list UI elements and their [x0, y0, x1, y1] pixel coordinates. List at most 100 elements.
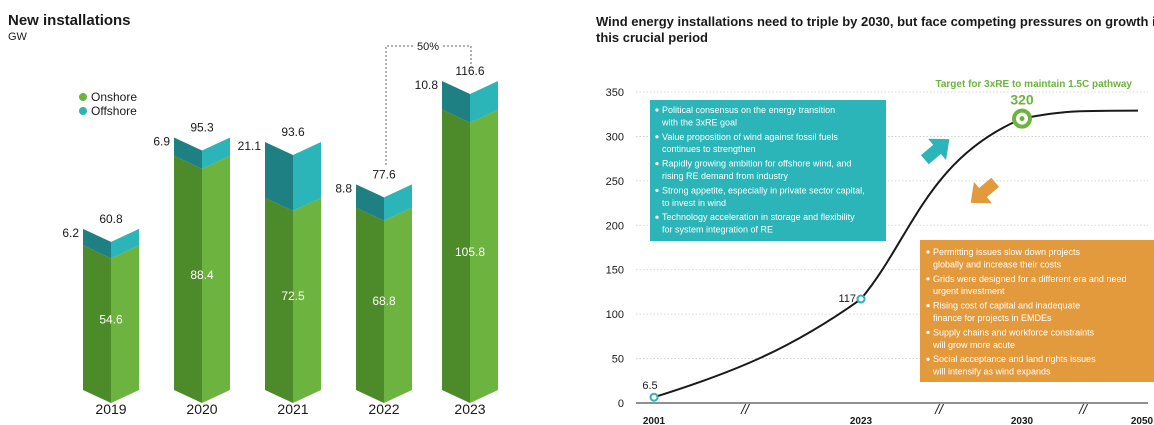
axis-break-1: //	[740, 401, 751, 417]
onshore-bar-left-face	[174, 155, 202, 403]
offshore-bar-left-face	[442, 81, 470, 123]
bullet-text: Social acceptance and land rights issues	[933, 354, 1096, 364]
bullet-text: Political consensus on the energy transi…	[662, 105, 835, 115]
bullet-dot	[655, 188, 659, 192]
legend-offshore-swatch	[79, 107, 87, 115]
bullet-text: urgent investment	[933, 286, 1005, 296]
bullet-text: Strong appetite, especially in private s…	[662, 185, 865, 195]
legend-offshore-label: Offshore	[91, 104, 137, 118]
target-label: Target for 3xRE to maintain 1.5C pathway	[935, 79, 1132, 90]
y-tick-label: 350	[606, 87, 624, 99]
bullet-dot	[926, 304, 930, 308]
x-tick-label: 2019	[95, 401, 126, 417]
x-tick-label: 2023	[850, 416, 873, 425]
growth-annotation: 50%	[385, 38, 472, 165]
offshore-value-label: 6.2	[62, 226, 79, 240]
axis-break-2: //	[934, 401, 945, 417]
up-arrow-icon	[920, 138, 950, 165]
onshore-bar-right-face	[111, 245, 139, 403]
bullet-text: Permitting issues slow down projects	[933, 247, 1081, 257]
down-arrow-icon	[970, 177, 1000, 204]
bar-2023: 105.8 10.8 116.6 2023	[415, 64, 498, 417]
point-label-2023: 117	[838, 293, 856, 305]
bullet-text: Value proposition of wind against fossil…	[662, 132, 838, 142]
offshore-value-label: 21.1	[238, 139, 262, 153]
bullet-dot	[655, 162, 659, 166]
y-tick-label: 200	[606, 220, 624, 232]
bullet-text: Supply chains and workforce constraints	[933, 327, 1095, 337]
axis-breaks: // // //	[740, 401, 1089, 417]
onshore-bar-right-face	[384, 207, 412, 403]
total-value-label: 116.6	[455, 64, 484, 78]
x-tick-label: 2023	[454, 401, 485, 417]
offshore-bar-right-face	[384, 184, 412, 221]
left-chart-unit: GW	[8, 31, 28, 43]
bar-group: 54.6 6.2 60.8 2019 88.4 6.9 95.3 2020 72.5 21.1 93…	[62, 64, 498, 417]
bar-2020: 88.4 6.9 95.3 2020	[153, 120, 230, 417]
bullet-text: rising RE demand from industry	[662, 171, 789, 181]
legend: Onshore Offshore	[79, 90, 137, 118]
bullet-text: for system integration of RE	[662, 225, 773, 235]
x-tick-label: 2050	[1131, 416, 1154, 425]
positive-drivers-box	[650, 100, 886, 241]
onshore-value-label: 88.4	[190, 268, 214, 282]
point-label-2030: 320	[1010, 92, 1034, 108]
legend-onshore-label: Onshore	[91, 90, 137, 104]
onshore-bar-right-face	[202, 155, 230, 403]
bullet-text: will intensify as wind expands	[932, 367, 1051, 377]
bullet-text: Technology acceleration in storage and f…	[662, 212, 855, 222]
offshore-bar-right-face	[202, 137, 230, 169]
onshore-value-label: 105.8	[455, 245, 485, 259]
bullet-text: Rapidly growing ambition for offshore wi…	[662, 159, 851, 169]
right-chart: Wind energy installations need to triple…	[596, 14, 1154, 425]
negative-pressures-box	[920, 240, 1154, 382]
offshore-bar-left-face	[83, 228, 111, 259]
bullet-text: finance for projects in EMDEs	[933, 313, 1052, 323]
axis-break-3: //	[1078, 401, 1089, 417]
offshore-bar-right-face	[111, 228, 139, 259]
total-value-label: 77.6	[372, 167, 396, 181]
offshore-bar-left-face	[356, 184, 384, 221]
point-2023	[856, 294, 866, 304]
total-value-label: 60.8	[99, 212, 123, 226]
y-tick-label: 0	[618, 398, 624, 410]
y-tick-label: 250	[606, 176, 624, 188]
offshore-bar-left-face	[265, 141, 293, 211]
bullet-dot	[655, 215, 659, 219]
y-tick-label: 50	[612, 354, 624, 366]
y-tick-label: 150	[606, 265, 624, 277]
bullet-dot	[655, 135, 659, 139]
x-tick-label: 2021	[277, 401, 308, 417]
offshore-bar-right-face	[470, 81, 498, 123]
bullet-text: with the 3xRE goal	[661, 117, 737, 127]
growth-label: 50%	[417, 41, 439, 53]
onshore-bar-left-face	[442, 109, 470, 403]
onshore-bar-left-face	[265, 197, 293, 403]
bullet-text: continues to strengthen	[662, 144, 756, 154]
bar-2019: 54.6 6.2 60.8 2019	[62, 212, 139, 417]
point-2001	[649, 392, 659, 402]
point-2030-target-center	[1019, 116, 1025, 122]
x-axis-ticks: 2001 2023 2030 2050	[643, 416, 1154, 425]
y-tick-label: 100	[606, 309, 624, 321]
bullet-dot	[926, 250, 930, 254]
bullet-text: Grids were designed for a different era …	[933, 274, 1126, 284]
curve-points: 6.5 117 320	[642, 92, 1034, 402]
offshore-value-label: 8.8	[335, 181, 352, 195]
bullet-text: Rising cost of capital and inadequate	[933, 301, 1080, 311]
positive-drivers-text: Political consensus on the energy transi…	[655, 105, 865, 235]
bullet-text: to invest in wind	[662, 198, 726, 208]
bullet-dot	[926, 357, 930, 361]
onshore-bar-right-face	[293, 197, 321, 403]
onshore-bar-left-face	[83, 245, 111, 403]
offshore-value-label: 10.8	[415, 78, 439, 92]
onshore-value-label: 68.8	[372, 294, 396, 308]
x-tick-label: 2022	[368, 401, 399, 417]
offshore-bar-left-face	[174, 137, 202, 169]
legend-onshore-swatch	[79, 93, 87, 101]
x-tick-label: 2001	[643, 416, 666, 425]
bullet-dot	[655, 108, 659, 112]
bullet-text: will grow more acute	[932, 340, 1015, 350]
x-tick-label: 2020	[186, 401, 217, 417]
